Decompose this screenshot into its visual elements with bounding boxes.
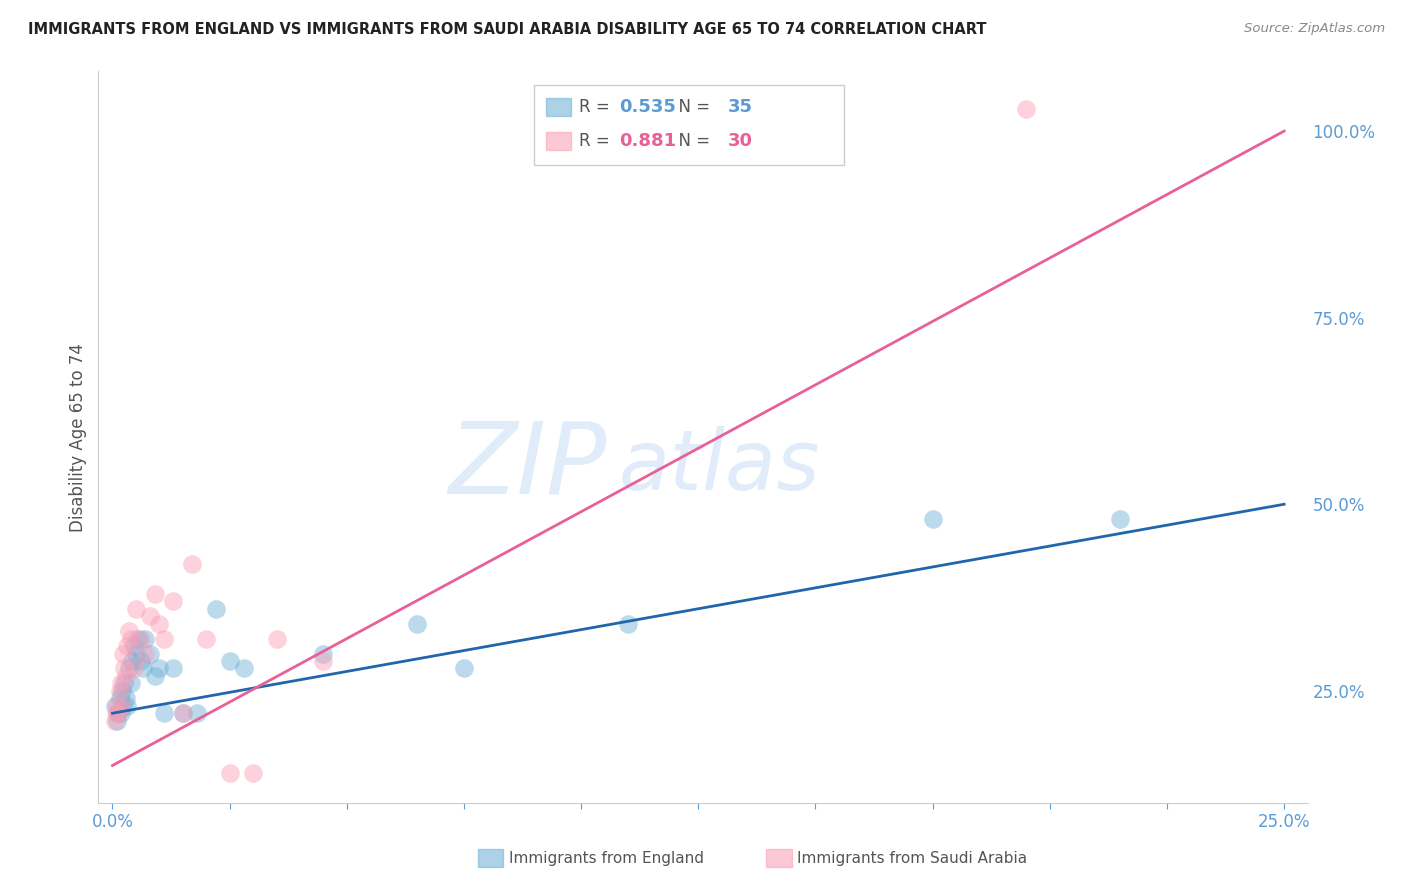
Text: Immigrants from Saudi Arabia: Immigrants from Saudi Arabia — [797, 851, 1028, 865]
Text: 35: 35 — [728, 98, 754, 116]
Point — [111, 683, 134, 698]
Y-axis label: Disability Age 65 to 74: Disability Age 65 to 74 — [69, 343, 87, 532]
Text: atlas: atlas — [619, 425, 820, 507]
Point — [195, 632, 218, 646]
Text: N =: N = — [668, 132, 716, 150]
Point — [108, 691, 131, 706]
Point — [104, 698, 127, 713]
Point — [148, 661, 170, 675]
Point — [1109, 512, 1132, 526]
Point — [266, 632, 288, 646]
Point — [406, 616, 429, 631]
Point — [129, 654, 152, 668]
Point — [232, 661, 254, 675]
Point — [115, 698, 138, 713]
Point — [122, 639, 145, 653]
Point — [143, 669, 166, 683]
Point — [125, 647, 148, 661]
Point — [105, 706, 128, 721]
Point — [110, 676, 132, 690]
Point — [122, 661, 145, 675]
Text: R =: R = — [579, 132, 616, 150]
Point — [1015, 102, 1038, 116]
Point — [172, 706, 194, 721]
Point — [118, 661, 141, 675]
Point — [312, 647, 335, 661]
Point — [162, 661, 184, 675]
Text: 0.535: 0.535 — [619, 98, 675, 116]
Point — [114, 691, 136, 706]
Point — [111, 647, 134, 661]
Text: 0.881: 0.881 — [619, 132, 676, 150]
Point — [162, 594, 184, 608]
Point — [186, 706, 208, 721]
Point — [218, 654, 240, 668]
Point — [110, 706, 132, 721]
Text: ZIP: ZIP — [449, 417, 606, 515]
Point — [127, 632, 149, 646]
Point — [114, 669, 136, 683]
Point — [153, 632, 176, 646]
Point — [105, 714, 128, 728]
Point — [108, 683, 131, 698]
Point — [120, 632, 142, 646]
Point — [105, 698, 128, 713]
Point — [139, 609, 162, 624]
Point — [242, 766, 264, 780]
Point — [129, 632, 152, 646]
Text: Immigrants from England: Immigrants from England — [509, 851, 704, 865]
Point — [107, 706, 129, 721]
Point — [104, 714, 127, 728]
Point — [453, 661, 475, 675]
Point — [204, 601, 226, 615]
Point — [139, 647, 162, 661]
Point — [121, 654, 143, 668]
Point — [617, 616, 640, 631]
Point — [132, 661, 155, 675]
Text: R =: R = — [579, 98, 616, 116]
Point — [148, 616, 170, 631]
Point — [112, 661, 135, 675]
Point — [111, 698, 134, 713]
Text: 30: 30 — [728, 132, 754, 150]
Point — [218, 766, 240, 780]
Point — [120, 676, 142, 690]
Point — [134, 647, 156, 661]
Point — [172, 706, 194, 721]
Point — [118, 624, 141, 639]
Point — [107, 706, 129, 721]
Point — [112, 676, 135, 690]
Point — [312, 654, 335, 668]
Point — [143, 587, 166, 601]
Point — [111, 698, 134, 713]
Point — [115, 639, 138, 653]
Point — [153, 706, 176, 721]
Point — [181, 557, 204, 571]
Text: N =: N = — [668, 98, 716, 116]
Point — [134, 632, 156, 646]
Point — [921, 512, 943, 526]
Text: Source: ZipAtlas.com: Source: ZipAtlas.com — [1244, 22, 1385, 36]
Point — [125, 601, 148, 615]
Text: IMMIGRANTS FROM ENGLAND VS IMMIGRANTS FROM SAUDI ARABIA DISABILITY AGE 65 TO 74 : IMMIGRANTS FROM ENGLAND VS IMMIGRANTS FR… — [28, 22, 987, 37]
